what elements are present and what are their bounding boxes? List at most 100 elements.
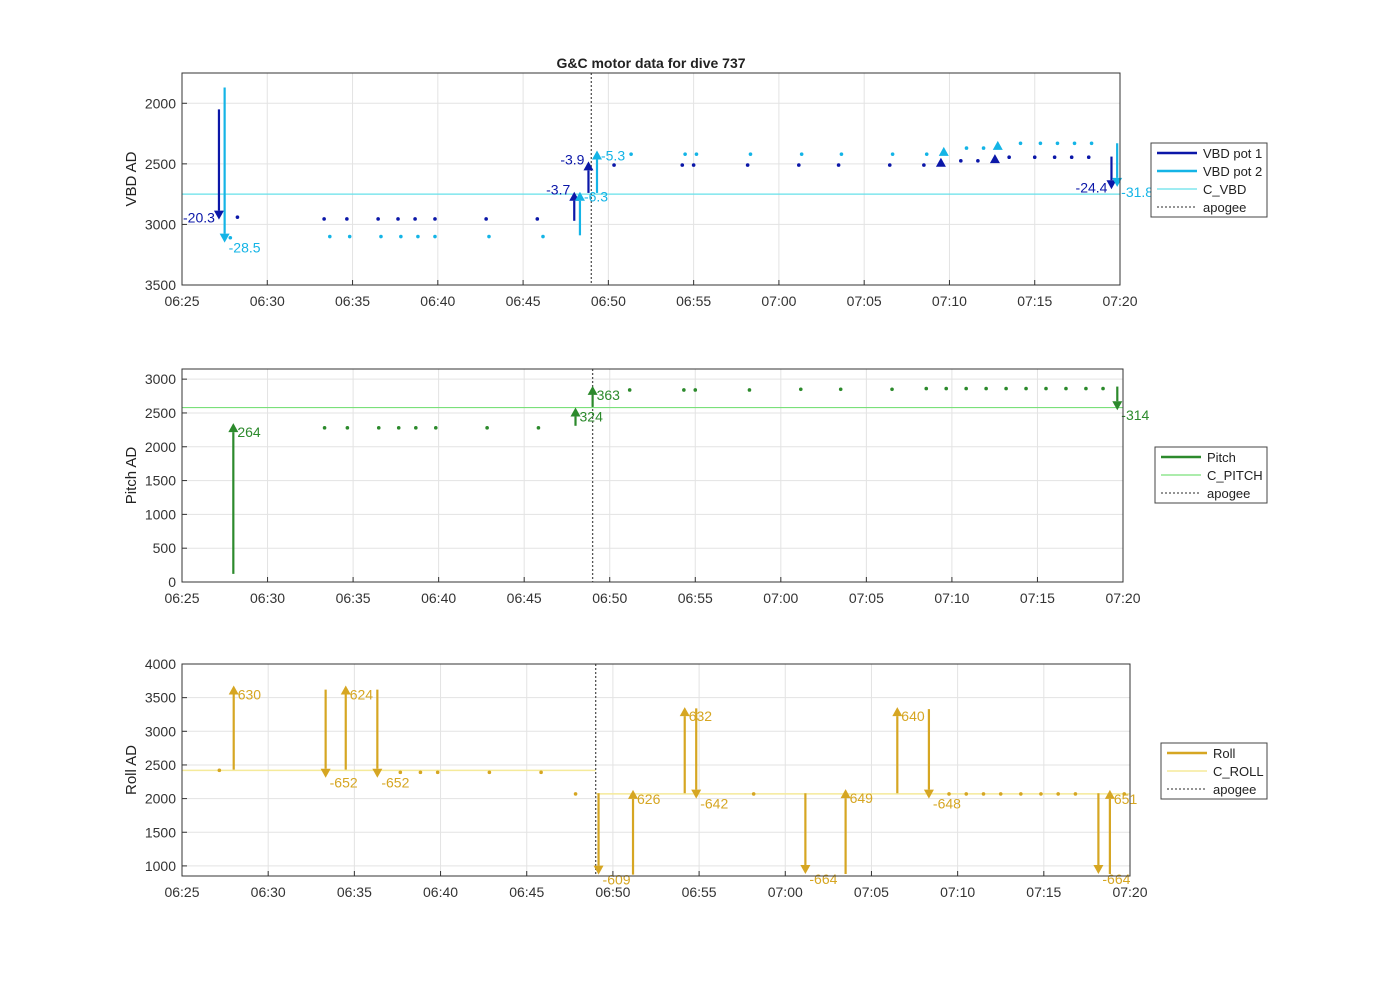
legend-entry: VBD pot 2 [1203, 164, 1262, 179]
legend-entry: apogee [1203, 200, 1246, 215]
data-point [487, 234, 491, 239]
y-tick-label: 2500 [145, 757, 176, 773]
data-point [1055, 141, 1060, 146]
y-axis-label: Pitch AD [123, 447, 140, 505]
data-point [376, 217, 380, 221]
move-arrow-head [989, 154, 1000, 164]
data-point [1044, 386, 1048, 391]
data-point [839, 152, 844, 156]
legend-entry: apogee [1207, 486, 1250, 501]
data-label: -5.3 [601, 148, 625, 164]
x-tick-label: 06:40 [421, 590, 456, 606]
y-tick-label: 2000 [145, 439, 176, 455]
data-point [964, 386, 968, 391]
data-point [693, 388, 698, 392]
data-point [1072, 141, 1077, 146]
data-point [535, 217, 540, 221]
data-point [485, 426, 489, 430]
x-tick-label: 07:15 [1017, 293, 1052, 309]
x-tick-label: 07:15 [1026, 884, 1061, 900]
data-label: 630 [238, 687, 262, 703]
data-point [1052, 155, 1057, 159]
data-point [797, 163, 801, 167]
data-point [1073, 792, 1078, 796]
data-point [1018, 141, 1023, 146]
x-tick-label: 07:20 [1112, 884, 1147, 900]
x-tick-label: 06:30 [250, 590, 285, 606]
data-label: -648 [933, 796, 961, 812]
data-point [433, 217, 437, 221]
legend-entry: Pitch [1207, 450, 1236, 465]
move-arrow-head [320, 768, 331, 778]
data-point [398, 770, 403, 775]
data-point [1004, 386, 1008, 391]
data-point [1024, 386, 1028, 391]
data-label: 264 [237, 424, 261, 440]
x-tick-label: 07:10 [934, 590, 969, 606]
x-tick-label: 06:55 [682, 884, 717, 900]
y-tick-label: 3500 [145, 277, 176, 293]
data-label: 624 [350, 687, 374, 703]
data-label: -31.8 [1121, 184, 1153, 200]
data-point [887, 163, 892, 167]
x-tick-label: 06:30 [250, 293, 285, 309]
data-point [487, 770, 492, 775]
data-point [347, 234, 352, 239]
move-arrow-head [892, 707, 903, 717]
x-tick-label: 06:35 [335, 293, 370, 309]
x-tick-label: 06:25 [164, 293, 199, 309]
chart-title: G&C motor data for dive 737 [556, 55, 745, 71]
data-point [890, 387, 894, 392]
data-label: -24.4 [1076, 179, 1108, 195]
data-point [836, 163, 841, 167]
data-point [683, 152, 687, 156]
legend-entry: Roll [1213, 746, 1236, 761]
data-point [414, 426, 418, 430]
legend-entry: C_VBD [1203, 182, 1246, 197]
x-tick-label: 07:10 [940, 884, 975, 900]
panels: 06:25 06:30 06:35 06:40 06:45 06:50 06:55 07:00… [123, 72, 1268, 900]
y-tick-label: 3500 [145, 690, 176, 706]
x-tick-label: 07:00 [761, 293, 796, 309]
move-arrow-head [591, 150, 602, 160]
data-point [1122, 792, 1127, 796]
data-point [536, 426, 541, 430]
x-tick-label: 06:35 [336, 590, 371, 606]
data-label: -664 [809, 871, 837, 887]
move-arrow-head [219, 233, 230, 243]
data-point [1019, 792, 1023, 796]
x-tick-label: 06:35 [337, 884, 372, 900]
data-point [322, 217, 326, 221]
data-point [627, 388, 632, 392]
x-tick-label: 07:10 [932, 293, 967, 309]
data-label: 324 [580, 409, 604, 425]
x-tick-label: 07:20 [1102, 293, 1137, 309]
data-point [691, 163, 696, 167]
panel-2: 06:25 06:30 06:35 06:40 06:45 06:50 06:55 07:00… [123, 368, 1268, 606]
y-tick-label: 2000 [145, 791, 176, 807]
move-arrow-head [372, 768, 383, 778]
y-tick-label: 4000 [145, 656, 176, 672]
move-arrow-head [228, 685, 239, 695]
move-arrow-head [938, 146, 949, 156]
data-point [694, 152, 699, 156]
data-label: -28.5 [229, 240, 261, 256]
data-label: -652 [381, 775, 409, 791]
data-point [1089, 141, 1094, 146]
data-point [981, 792, 986, 796]
move-arrow-head [840, 789, 851, 799]
data-label: -3.7 [546, 182, 570, 198]
data-point [328, 234, 332, 239]
y-axis-label: Roll AD [123, 745, 140, 795]
data-point [539, 770, 543, 775]
plot-area [182, 369, 1123, 582]
data-point [345, 426, 350, 430]
data-point [612, 163, 616, 167]
y-tick-label: 0 [168, 574, 176, 590]
data-point [435, 770, 440, 775]
x-tick-label: 06:45 [507, 590, 542, 606]
axes-frame [181, 368, 1124, 583]
legend-entry: C_ROLL [1213, 764, 1264, 779]
data-label: 649 [850, 790, 874, 806]
x-tick-label: 07:05 [854, 884, 889, 900]
